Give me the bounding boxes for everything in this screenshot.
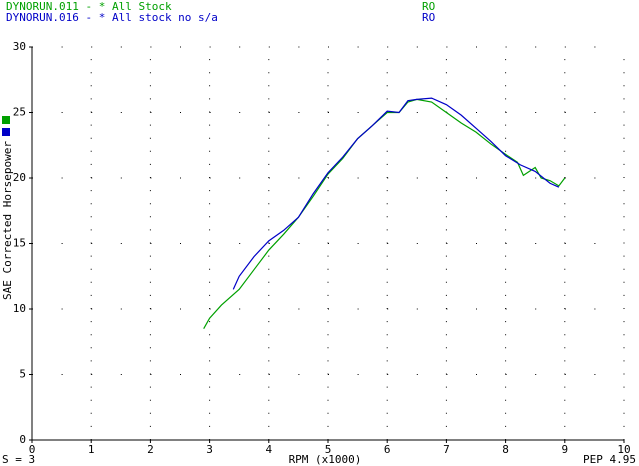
x-tick-label: 7 — [443, 443, 450, 456]
x-tick-label: 9 — [561, 443, 568, 456]
y-tick-label: 10 — [13, 302, 26, 315]
y-tick-label: 0 — [19, 433, 26, 446]
x-tick-label: 6 — [384, 443, 391, 456]
y-tick-label: 30 — [13, 40, 26, 53]
x-tick-label: 2 — [147, 443, 154, 456]
y-axis-label: SAE Corrected Horsepower — [1, 141, 14, 300]
legend-tag: RO — [422, 0, 435, 13]
x-tick-label: 4 — [265, 443, 272, 456]
x-tick-label: 0 — [29, 443, 36, 456]
x-tick-label: 1 — [88, 443, 95, 456]
series-line — [203, 98, 566, 329]
legend-label: DYNORUN.011 - * All Stock — [6, 0, 172, 13]
x-axis-label: RPM (x1000) — [289, 453, 362, 466]
y-tick-label: 15 — [13, 237, 26, 250]
y-tick-label: 5 — [19, 368, 26, 381]
legend-label: DYNORUN.016 - * All stock no s/a — [6, 11, 218, 24]
x-tick-label: 8 — [502, 443, 509, 456]
x-tick-label: 3 — [206, 443, 213, 456]
legend-swatch — [2, 116, 10, 124]
legend-swatch — [2, 128, 10, 136]
legend-tag: RO — [422, 11, 435, 24]
y-tick-label: 20 — [13, 171, 26, 184]
footer-right: PEP 4.95 — [583, 453, 636, 466]
x-tick-label: 5 — [325, 443, 332, 456]
footer-left: S = 3 — [2, 453, 35, 466]
series-line — [232, 97, 560, 290]
y-tick-label: 25 — [13, 106, 26, 119]
x-tick-label: 10 — [617, 443, 630, 456]
